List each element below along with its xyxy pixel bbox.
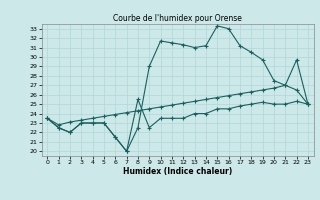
X-axis label: Humidex (Indice chaleur): Humidex (Indice chaleur) [123, 167, 232, 176]
Title: Courbe de l'humidex pour Orense: Courbe de l'humidex pour Orense [113, 14, 242, 23]
